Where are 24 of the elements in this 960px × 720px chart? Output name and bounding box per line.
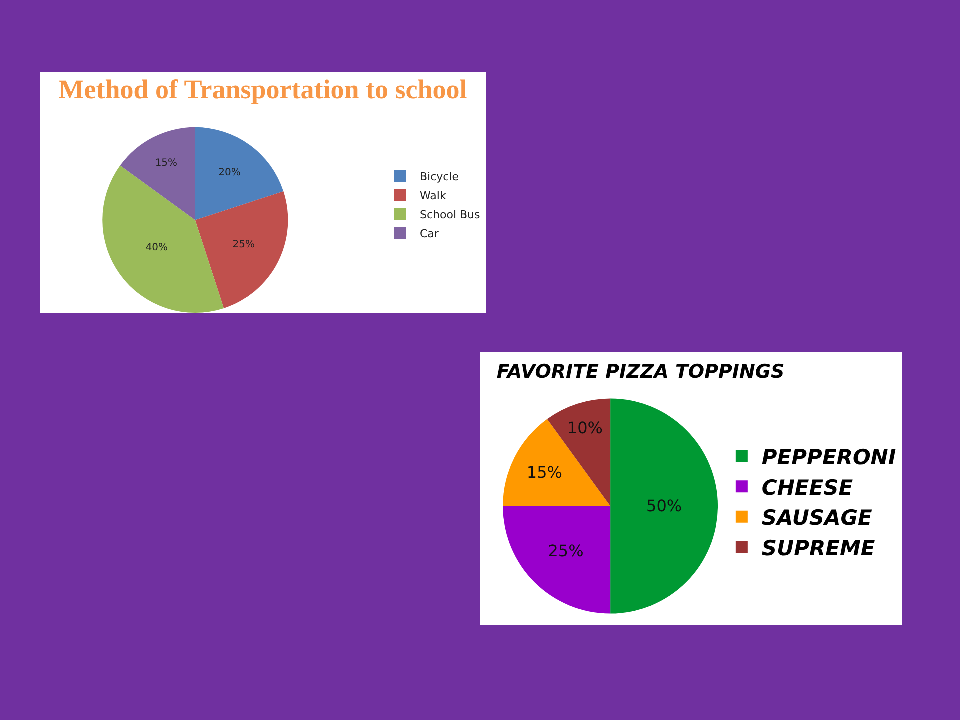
chart-title: Method of Transportation to school xyxy=(58,74,468,104)
data-label: 20% xyxy=(218,167,241,178)
pie-slice xyxy=(610,398,718,614)
legend-label: PEPPERONI xyxy=(762,445,896,470)
legend-label: SAUSAGE xyxy=(762,506,874,530)
legend-label: CHEESE xyxy=(762,476,854,500)
pie-slice xyxy=(503,419,611,506)
pie-slice xyxy=(195,192,288,308)
data-label: 25% xyxy=(232,239,255,250)
legend-label: Car xyxy=(420,227,440,240)
data-label: 15% xyxy=(155,158,178,169)
data-label: 15% xyxy=(526,463,562,482)
legend-label: School Bus xyxy=(420,208,481,222)
legend-label: Bicycle xyxy=(420,170,460,184)
data-label: 50% xyxy=(646,496,682,516)
data-label: 10% xyxy=(567,418,603,438)
data-label: 40% xyxy=(146,242,168,254)
pie-slice xyxy=(195,127,284,220)
legend-label: SUPREME xyxy=(762,536,876,560)
pie-slice xyxy=(120,127,196,220)
data-label: 25% xyxy=(548,541,584,560)
legend-label: Walk xyxy=(420,189,447,202)
pie-slice xyxy=(503,506,611,614)
chart-title: FAVORITE PIZZA TOPPINGS xyxy=(496,360,785,383)
